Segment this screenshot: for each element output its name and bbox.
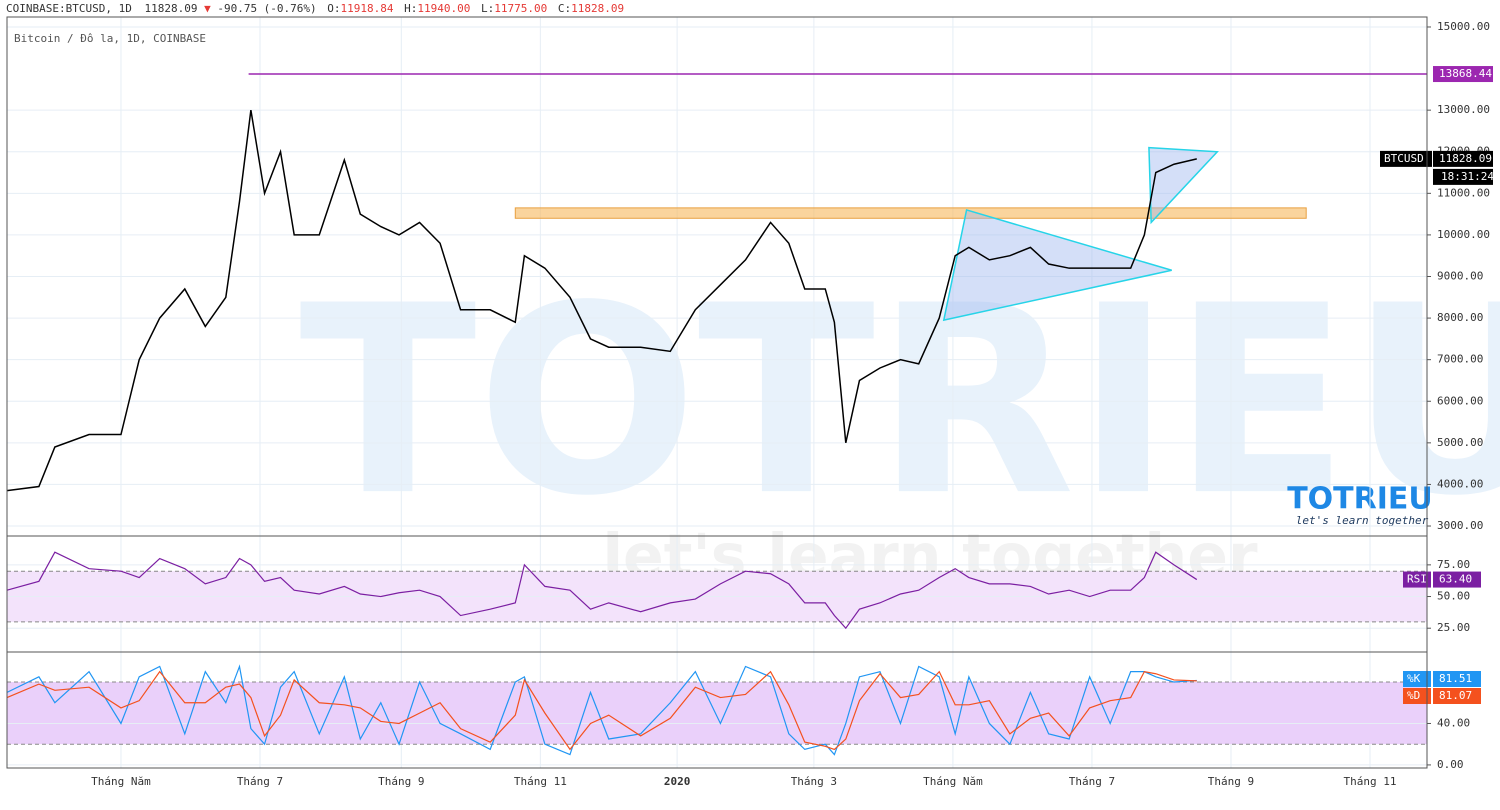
zone (514, 207, 1307, 219)
h: 11940.00 (417, 2, 470, 15)
y-tick-label: 4000.00 (1437, 477, 1483, 490)
plot: Tháng Năm Tháng 7 Tháng 9 Tháng 11 2020 Tháng… (6, 17, 1494, 788)
l-label: L: (481, 2, 494, 15)
y-tick-label: 15000.00 (1437, 20, 1490, 33)
y-tick-label: 11000.00 (1437, 186, 1490, 199)
series-name: %D (1407, 689, 1420, 702)
change: -90.75 (-0.76%) (217, 2, 316, 15)
x-tick-label: Tháng 9 (378, 775, 424, 788)
series-line (6, 551, 1198, 630)
c-label: C: (558, 2, 571, 15)
level-label: 13868.44 (1439, 67, 1492, 80)
frames (6, 16, 1428, 769)
series-line (6, 110, 1197, 492)
frame (6, 16, 1428, 769)
subtitle: Bitcoin / Đô la, 1D, COINBASE (14, 32, 206, 45)
series-line (6, 670, 1197, 751)
y-tick-label: 6000.00 (1437, 394, 1483, 407)
series-name: %K (1407, 672, 1421, 685)
x-tick-label: Tháng Năm (923, 775, 983, 788)
logo-tagline: let's learn together (1296, 514, 1429, 527)
y-tick-label: 13000.00 (1437, 103, 1490, 116)
countdown: 18:31:24 (1441, 170, 1494, 183)
x-tick-label: Tháng 11 (514, 775, 567, 788)
series-name: RSI (1407, 573, 1427, 586)
last-value-bg (1433, 571, 1481, 588)
o-label: O: (327, 2, 340, 15)
header: COINBASE:BTCUSD, 1D 11828.09 ▼ -90.75 (-… (6, 2, 624, 15)
last-value-bg (1433, 671, 1481, 687)
o: 11918.84 (341, 2, 394, 15)
last-name: BTCUSD (1384, 152, 1424, 165)
last-name-bg (1380, 150, 1432, 167)
last-value: 63.40 (1439, 573, 1472, 586)
last-name-bg (1403, 671, 1431, 687)
y-tick-label: 50.00 (1437, 590, 1470, 603)
last-value: 11828.09 (1439, 152, 1492, 165)
series-line (6, 664, 1197, 756)
y-tick-label: 10000.00 (1437, 228, 1490, 241)
l: 11775.00 (494, 2, 547, 15)
logo-brand: TOTRIEU (1287, 482, 1433, 517)
y-tick-label: 40.00 (1437, 716, 1470, 729)
x-tick-label: Tháng 9 (1208, 775, 1254, 788)
x-tick-label: Tháng Năm (91, 775, 151, 788)
last-value-bg (1433, 688, 1481, 704)
last-value: 81.51 (1439, 672, 1472, 685)
y-tick-label: 5000.00 (1437, 436, 1483, 449)
triangle (1148, 146, 1219, 225)
y-tick-label: 0.00 (1437, 758, 1464, 771)
x-tick-label: Tháng 7 (1069, 775, 1115, 788)
x-tick-label: Tháng 7 (237, 775, 283, 788)
h-label: H: (404, 2, 417, 15)
y-tick-label: 3000.00 (1437, 519, 1483, 532)
y-tick-label: 8000.00 (1437, 311, 1483, 324)
y-tick-label: 9000.00 (1437, 269, 1483, 282)
last-value-bg (1433, 150, 1493, 167)
last-value: 81.07 (1439, 689, 1472, 702)
price: 11828.09 (144, 2, 197, 15)
last-name-bg (1403, 688, 1431, 704)
symbol: COINBASE:BTCUSD, 1D (6, 2, 132, 15)
triangle (942, 209, 1172, 322)
c: 11828.09 (571, 2, 624, 15)
last-name-bg (1403, 571, 1431, 588)
x-tick-label: Tháng 3 (791, 775, 837, 788)
level-label-bg (1433, 66, 1493, 83)
watermark: TOTRIEU let's learn together TOTRIEU let… (299, 251, 1500, 592)
arrow: ▼ (204, 2, 211, 15)
x-tick-label: 2020 (664, 775, 691, 788)
y-tick-label: 7000.00 (1437, 353, 1483, 366)
countdown-bg (1433, 168, 1493, 185)
y-tick-label: 75.00 (1437, 558, 1470, 571)
x-tick-label: Tháng 11 (1344, 775, 1397, 788)
y-tick-label: 25.00 (1437, 621, 1470, 634)
watermark-brand: TOTRIEU (299, 251, 1500, 553)
